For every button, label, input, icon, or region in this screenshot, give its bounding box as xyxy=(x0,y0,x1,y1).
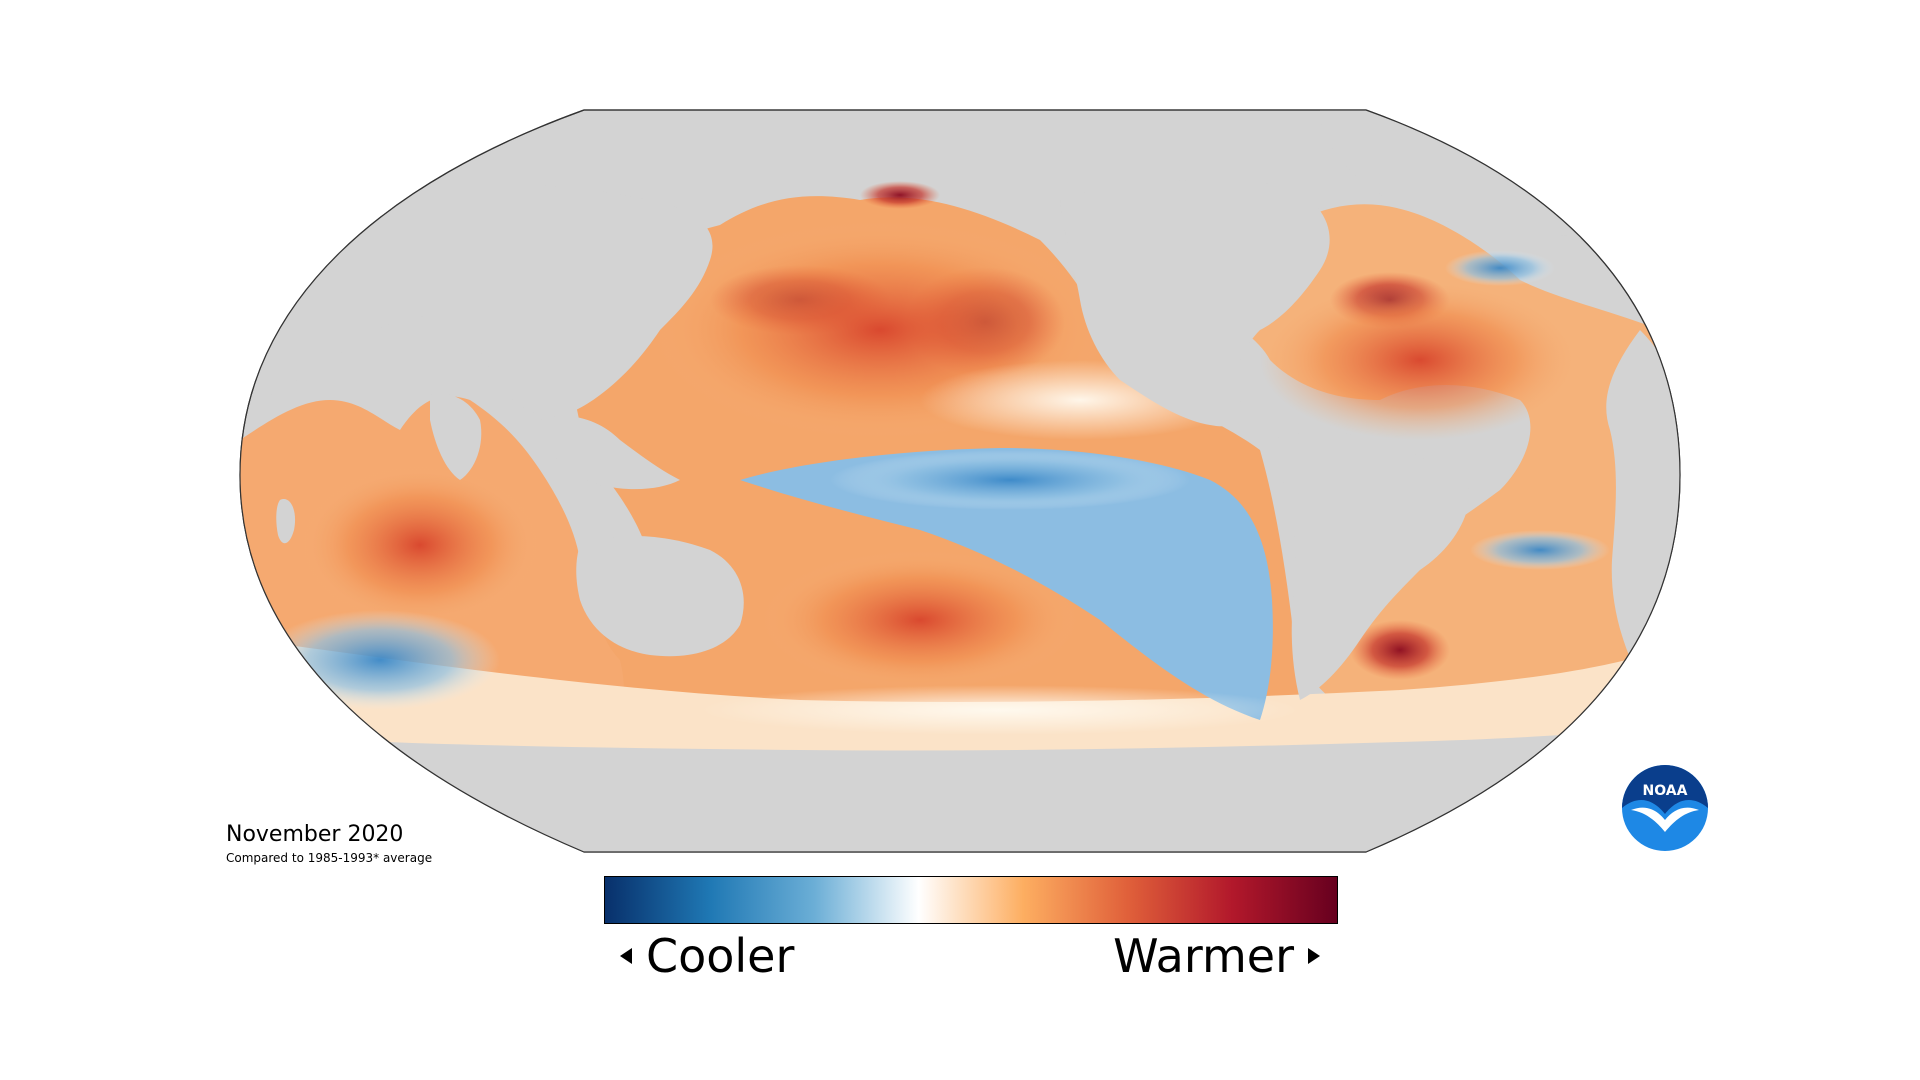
date-subtitle: Compared to 1985-1993* average xyxy=(226,851,433,865)
legend-warmer-label: Warmer xyxy=(1113,929,1294,983)
equatorial-cool-core xyxy=(830,450,1190,510)
color-scale-bar xyxy=(604,876,1338,924)
date-title: November 2020 xyxy=(226,822,404,847)
asia-land xyxy=(240,184,713,417)
north-america-land xyxy=(1060,180,1330,427)
arrow-left-icon xyxy=(620,947,632,964)
south-america-land xyxy=(1270,432,1470,700)
southern-ocean xyxy=(240,640,1680,760)
southern-pale xyxy=(700,685,1300,735)
labrador-cool xyxy=(1445,250,1555,286)
arrow-right-icon xyxy=(1308,947,1320,964)
south-atlantic-hot xyxy=(1350,620,1450,680)
indian-ocean-warm xyxy=(300,465,540,625)
australia-land xyxy=(576,535,744,657)
maritime-continent-land xyxy=(540,416,680,490)
sea-of-okhotsk-hot xyxy=(860,181,940,209)
legend-warmer: Warmer xyxy=(1113,930,1320,982)
noaa-logo-text: NOAA xyxy=(1643,783,1688,799)
antarctica-land xyxy=(240,720,1680,852)
noaa-logo-top xyxy=(1622,765,1708,814)
north-atlantic-warm xyxy=(1260,280,1580,440)
south-pacific-warm xyxy=(760,550,1080,690)
south-atlantic-cool xyxy=(1470,530,1610,570)
legend-cooler: Cooler xyxy=(620,930,794,982)
noaa-logo: NOAA xyxy=(1622,765,1708,851)
madagascar-land xyxy=(276,499,296,544)
legend-cooler-label: Cooler xyxy=(646,929,795,983)
indian-south-cool xyxy=(260,610,500,710)
ocean-anomaly-layer xyxy=(240,110,1680,852)
globe-border xyxy=(239,109,1681,853)
noaa-logo-bird xyxy=(1631,807,1699,832)
la-nina-cool-tongue xyxy=(740,448,1273,720)
india-land xyxy=(430,393,482,480)
